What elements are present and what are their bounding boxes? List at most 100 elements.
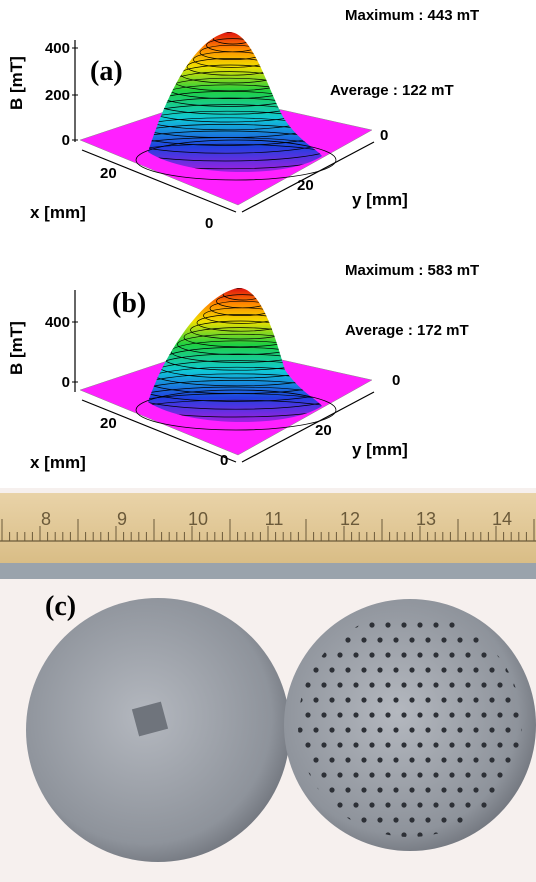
- x-tick-label: 20: [100, 165, 117, 182]
- hole: [401, 622, 406, 627]
- hole: [361, 727, 366, 732]
- ruler-number: 8: [41, 509, 51, 529]
- hole: [393, 727, 398, 732]
- hole: [337, 802, 342, 807]
- y-tick-label: 0: [380, 127, 388, 144]
- hole: [337, 652, 342, 657]
- maximum-annotation: Maximum : 443 mT: [345, 7, 479, 24]
- hole: [409, 787, 414, 792]
- hole: [409, 697, 414, 702]
- z-axis-label: B [mT]: [7, 321, 26, 375]
- hole: [457, 697, 462, 702]
- hole: [449, 712, 454, 717]
- hole: [505, 757, 510, 762]
- hole: [353, 652, 358, 657]
- hole: [513, 712, 518, 717]
- hole: [313, 757, 318, 762]
- hole: [377, 667, 382, 672]
- ruler-number: 14: [492, 509, 512, 529]
- hole: [457, 787, 462, 792]
- hole: [505, 697, 510, 702]
- hole: [441, 727, 446, 732]
- hole: [465, 712, 470, 717]
- y-axis-label: y [mm]: [352, 440, 408, 459]
- hole: [465, 682, 470, 687]
- hole: [385, 682, 390, 687]
- hole: [337, 712, 342, 717]
- hole: [305, 742, 310, 747]
- hole: [401, 772, 406, 777]
- hole: [353, 742, 358, 747]
- hole: [513, 742, 518, 747]
- average-annotation: Average : 172 mT: [345, 322, 469, 339]
- hole: [409, 757, 414, 762]
- ruler-number: 11: [265, 509, 284, 529]
- hole: [361, 787, 366, 792]
- hole: [409, 637, 414, 642]
- hole: [345, 637, 350, 642]
- hole: [489, 787, 494, 792]
- hole: [385, 652, 390, 657]
- hole: [457, 667, 462, 672]
- z-axis-label: B [mT]: [7, 56, 26, 110]
- hole: [417, 772, 422, 777]
- hole: [361, 637, 366, 642]
- hole: [473, 727, 478, 732]
- hole: [433, 742, 438, 747]
- figure: (c) 4002000200020B [mT]x [mm]y [mm](a)Ma…: [0, 0, 536, 882]
- hole: [473, 697, 478, 702]
- hole: [433, 772, 438, 777]
- hole: [465, 652, 470, 657]
- hole: [465, 742, 470, 747]
- hole: [417, 652, 422, 657]
- hole: [345, 697, 350, 702]
- surface-plot: 4002000200020B [mT]x [mm]y [mm](a)Maximu…: [7, 7, 479, 232]
- hole: [369, 802, 374, 807]
- hole: [321, 772, 326, 777]
- hole: [361, 697, 366, 702]
- y-tick-label: 20: [315, 422, 332, 439]
- hole: [393, 697, 398, 702]
- panel-label: (b): [112, 288, 146, 319]
- hole: [473, 667, 478, 672]
- hole: [425, 787, 430, 792]
- hole: [441, 817, 446, 822]
- hole: [425, 667, 430, 672]
- hole: [353, 772, 358, 777]
- hole: [425, 697, 430, 702]
- hole: [345, 727, 350, 732]
- hole: [481, 652, 486, 657]
- hole: [369, 712, 374, 717]
- ruler-number: 13: [416, 509, 436, 529]
- ruler-number: 12: [340, 509, 360, 529]
- hole: [393, 787, 398, 792]
- hole: [449, 742, 454, 747]
- hole: [369, 682, 374, 687]
- hole: [425, 757, 430, 762]
- hole: [497, 742, 502, 747]
- hole: [345, 787, 350, 792]
- hole: [497, 772, 502, 777]
- hole: [409, 727, 414, 732]
- hole: [393, 637, 398, 642]
- hole: [305, 682, 310, 687]
- hole: [441, 667, 446, 672]
- hole: [417, 742, 422, 747]
- hole: [337, 772, 342, 777]
- hole: [401, 682, 406, 687]
- hole: [441, 637, 446, 642]
- hole: [401, 712, 406, 717]
- hole: [369, 772, 374, 777]
- hole: [321, 712, 326, 717]
- hole: [321, 682, 326, 687]
- hole: [481, 682, 486, 687]
- hole: [433, 652, 438, 657]
- hole: [385, 712, 390, 717]
- hole: [417, 682, 422, 687]
- hole: [457, 637, 462, 642]
- hole: [473, 757, 478, 762]
- hole: [361, 757, 366, 762]
- hole: [489, 667, 494, 672]
- hole: [449, 682, 454, 687]
